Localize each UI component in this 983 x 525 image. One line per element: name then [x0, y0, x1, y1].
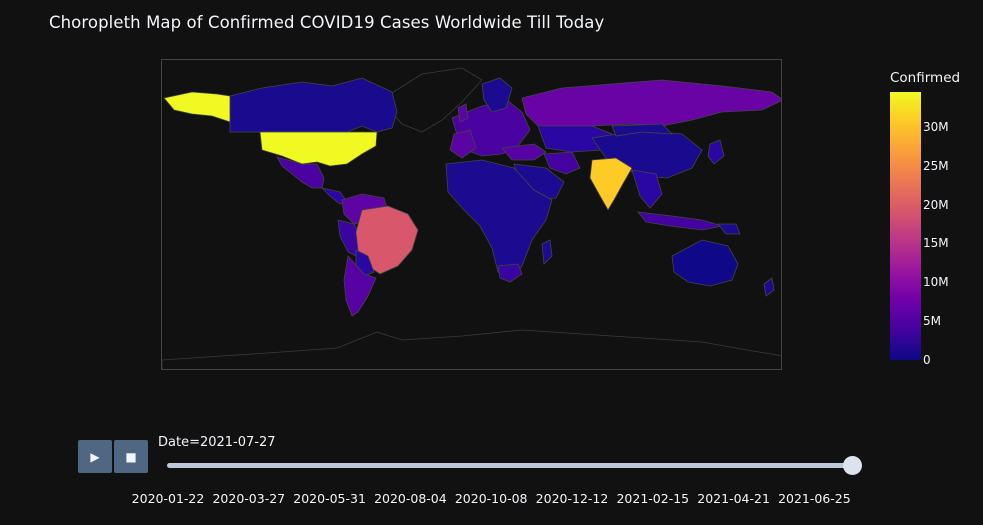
slider-date-tick: 2020-10-08 [454, 491, 528, 506]
colorbar-title: Confirmed [890, 70, 961, 86]
country-ZAF[interactable] [497, 263, 523, 283]
colorbar-tick: 5M [923, 314, 941, 329]
slider-date-tick: 2021-02-15 [616, 491, 690, 506]
country-GRL[interactable] [386, 67, 483, 133]
choropleth-map[interactable] [161, 59, 782, 370]
country-IDN[interactable] [637, 211, 723, 231]
colorbar-tick: 10M [923, 275, 949, 290]
colorbar-gradient [890, 92, 921, 360]
country-JPN[interactable] [707, 139, 725, 165]
country-scandinavia[interactable] [481, 77, 513, 113]
colorbar-tick: 15M [923, 236, 949, 251]
slider-date-tick: 2020-01-22 [131, 491, 205, 506]
country-TUR[interactable] [501, 143, 547, 161]
chart-title: Choropleth Map of Confirmed COVID19 Case… [49, 13, 605, 32]
country-FRA[interactable] [449, 129, 477, 159]
country-BRA[interactable] [355, 205, 419, 275]
slider-date-tick: 2021-04-21 [697, 491, 770, 506]
country-GBR[interactable] [457, 103, 469, 123]
country-se-asia[interactable] [631, 169, 663, 209]
slider-date-tick: 2020-12-12 [535, 491, 609, 506]
colorbar-tick: 20M [923, 197, 949, 212]
country-PNG[interactable] [717, 223, 741, 235]
colorbar-tick: 0 [923, 353, 931, 367]
world-map-svg [162, 67, 782, 370]
slider-date-tick: 2020-05-31 [293, 491, 366, 506]
colorbar-tick: 30M [923, 119, 949, 134]
slider-rail[interactable] [167, 463, 857, 468]
country-MEX[interactable] [276, 156, 325, 189]
country-africa[interactable] [445, 159, 553, 283]
country-MNG[interactable] [611, 123, 674, 137]
slider-current-label: Date=2021-07-27 [158, 435, 276, 450]
country-CAN[interactable] [229, 77, 398, 133]
country-IRN[interactable] [543, 151, 581, 175]
slider-date-tick: 2021-06-25 [778, 491, 851, 506]
colorbar-tick: 25M [923, 158, 949, 173]
country-IND[interactable] [589, 157, 633, 211]
stop-button[interactable]: ■ [114, 440, 148, 473]
slider-handle[interactable] [843, 456, 862, 475]
country-AUS[interactable] [671, 239, 739, 287]
country-NZL[interactable] [763, 277, 775, 297]
country-USA[interactable] [259, 131, 378, 167]
play-button[interactable]: ▶ [78, 440, 112, 473]
country-RUS[interactable] [521, 79, 782, 131]
slider-date-tick: 2020-08-04 [374, 491, 447, 506]
country-USA-alaska[interactable] [163, 91, 231, 123]
country-ARG[interactable] [343, 255, 377, 317]
country-MDG[interactable] [541, 239, 553, 265]
slider-date-tick: 2020-03-27 [212, 491, 286, 506]
country-ATA[interactable] [162, 329, 782, 370]
